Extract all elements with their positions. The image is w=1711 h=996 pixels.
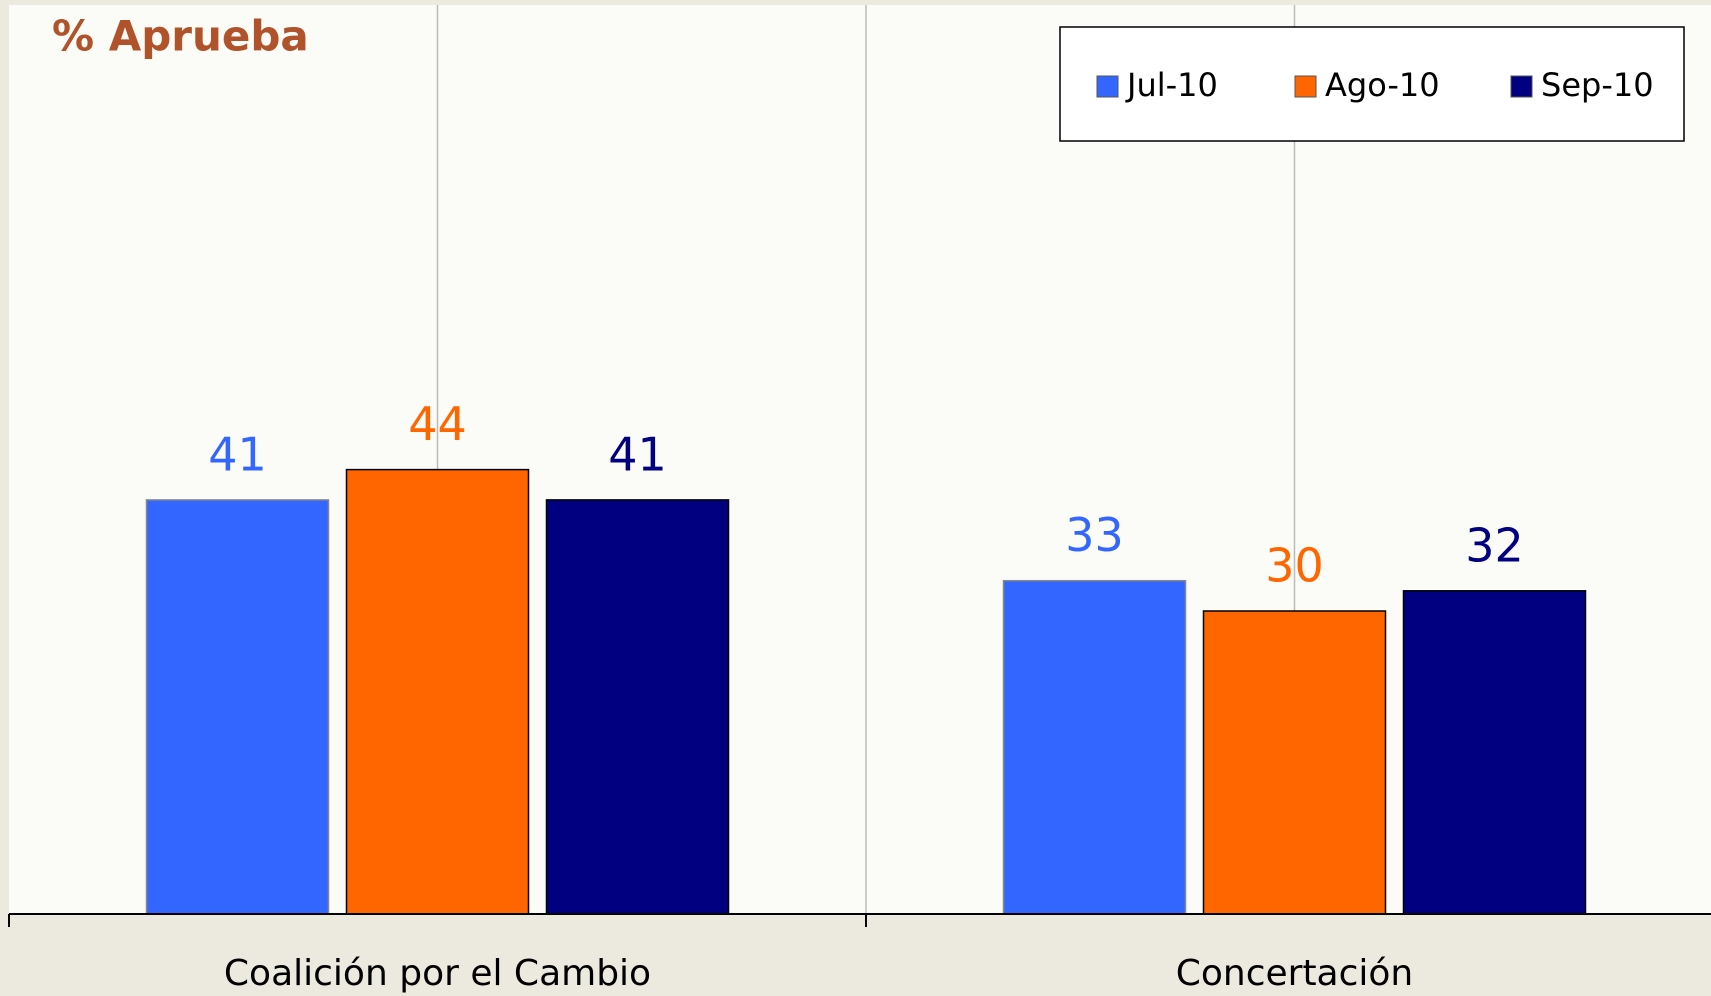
legend-box xyxy=(1059,26,1685,142)
bar xyxy=(1402,590,1587,915)
legend-swatch xyxy=(1096,75,1119,98)
legend-label: Jul-10 xyxy=(1125,66,1218,104)
data-label: 41 xyxy=(208,427,267,481)
chart-title: % Aprueba xyxy=(52,12,309,61)
data-label: 44 xyxy=(408,397,467,451)
legend-swatch xyxy=(1510,75,1533,98)
x-tick-label: Concertación xyxy=(1176,953,1414,994)
bar xyxy=(1002,579,1187,915)
legend-swatch xyxy=(1294,75,1317,98)
data-label: 30 xyxy=(1265,539,1324,593)
legend-label: Ago-10 xyxy=(1325,66,1440,104)
x-tick-label: Coalición por el Cambio xyxy=(224,953,651,994)
bar xyxy=(545,499,730,915)
data-label: 33 xyxy=(1065,508,1124,562)
data-label: 41 xyxy=(608,427,667,481)
data-label: 32 xyxy=(1465,518,1524,572)
legend-label: Sep-10 xyxy=(1541,66,1654,104)
bar xyxy=(1202,610,1387,915)
bar xyxy=(145,499,330,915)
bar xyxy=(345,468,530,915)
